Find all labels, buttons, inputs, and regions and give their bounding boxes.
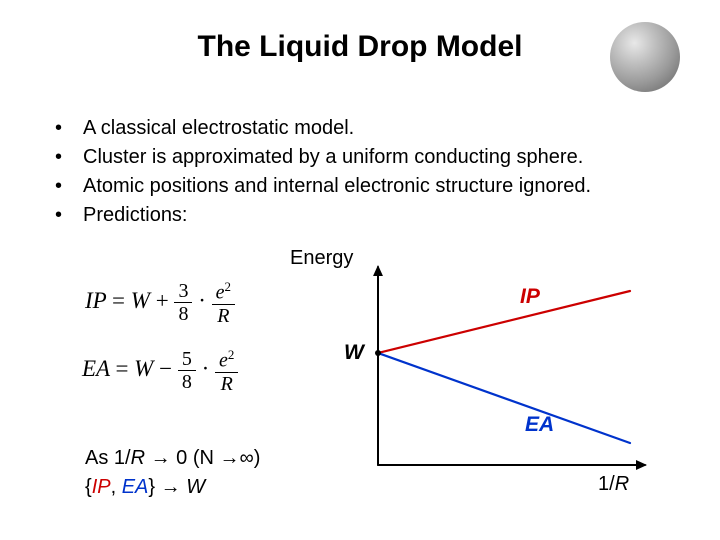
list-item: •Cluster is approximated by a uniform co… (55, 144, 591, 171)
bullet-list: •A classical electrostatic model. •Clust… (55, 115, 591, 231)
formula-ea: EA = W − 58 · e2R (82, 348, 238, 394)
list-item: •Predictions: (55, 202, 591, 229)
x-axis-label: 1/R (598, 473, 629, 496)
list-item: •Atomic positions and internal electroni… (55, 173, 591, 200)
bullet-text: Predictions: (83, 202, 188, 229)
limit-text: As 1/R → 0 (N →∞) {IP, EA} → W (85, 445, 260, 501)
ip-line-label: IP (520, 285, 540, 309)
bullet-text: A classical electrostatic model. (83, 115, 354, 142)
chart-svg (330, 255, 660, 505)
ea-line-label: EA (525, 413, 554, 437)
energy-chart: Energy IP W EA 1/R (330, 255, 660, 505)
bullet-text: Cluster is approximated by a uniform con… (83, 144, 583, 171)
formula-ip: IP = W + 38 · e2R (85, 280, 235, 326)
w-label: W (344, 341, 364, 365)
list-item: •A classical electrostatic model. (55, 115, 591, 142)
bullet-text: Atomic positions and internal electronic… (83, 173, 591, 200)
sphere-graphic (610, 22, 680, 92)
y-axis-label: Energy (290, 247, 353, 270)
